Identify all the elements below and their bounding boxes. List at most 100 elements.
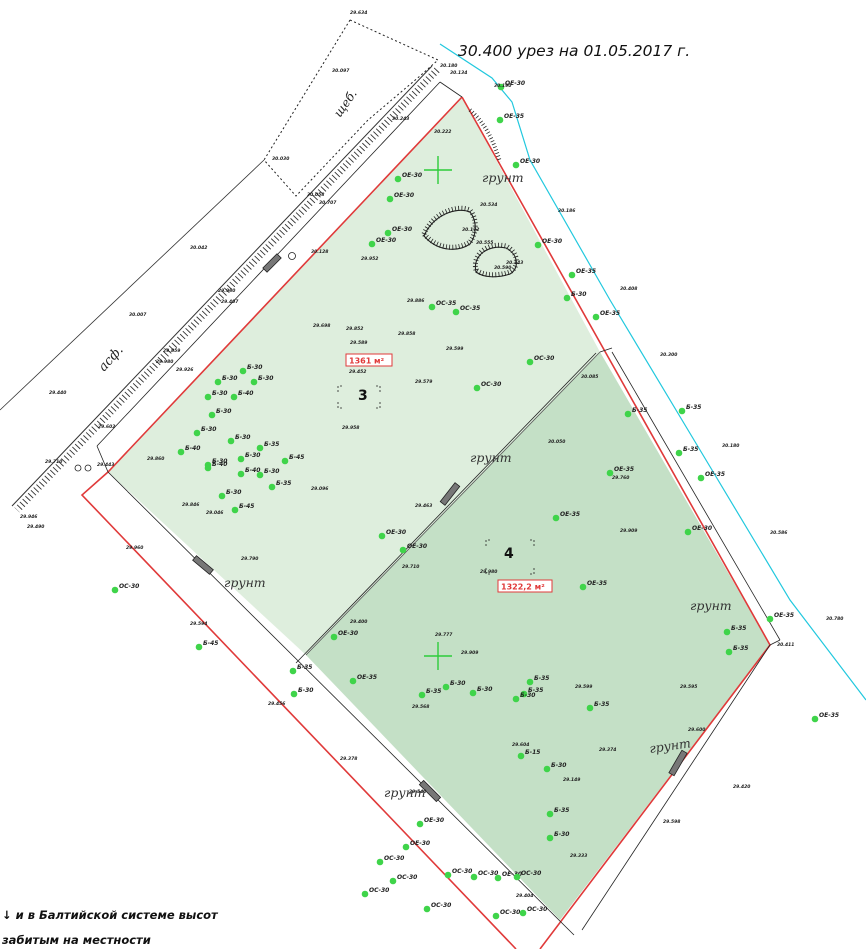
tree-point[interactable]: Б-30 <box>442 680 466 691</box>
tree-point[interactable]: Б-15 <box>517 749 541 760</box>
tree-point[interactable]: ОЕ-35 <box>496 113 524 124</box>
tree-point[interactable]: Б-35 <box>546 807 570 818</box>
tree-point[interactable]: ОС-30 <box>111 583 140 594</box>
tree-point[interactable]: ОЕ-30 <box>684 525 712 536</box>
tree-marker-icon <box>290 690 298 698</box>
tree-point[interactable]: ОЕ-30 <box>534 238 562 249</box>
tree-point[interactable]: ОЕ-35 <box>568 268 596 279</box>
tree-point[interactable]: ОЕ-35 <box>606 466 634 477</box>
tree-point[interactable]: ОЕ-30 <box>386 192 414 203</box>
tree-point[interactable]: Б-35 <box>678 404 702 415</box>
tree-label: Б-30 <box>520 692 535 699</box>
tree-point[interactable]: ОС-30 <box>513 870 542 881</box>
tree-point[interactable]: Б-40 <box>204 461 228 472</box>
tree-point[interactable]: Б-30 <box>204 390 228 401</box>
tree-point[interactable]: ОЕ-35 <box>349 674 377 685</box>
elevation-label: 30.411 <box>777 642 794 648</box>
tree-point[interactable]: ОЕ-30 <box>512 158 540 169</box>
tree-point[interactable]: Б-35 <box>256 441 280 452</box>
tree-point[interactable]: Б-35 <box>418 688 442 699</box>
tree-point[interactable]: Б-35 <box>624 407 648 418</box>
tree-point[interactable]: Б-30 <box>193 426 217 437</box>
tree-point[interactable]: ОС-30 <box>492 909 521 920</box>
tree-point[interactable]: Б-40 <box>177 445 201 456</box>
tree-point[interactable]: Б-30 <box>227 434 251 445</box>
tree-point[interactable]: Б-30 <box>239 364 263 375</box>
tree-point[interactable]: Б-35 <box>675 446 699 457</box>
tree-point[interactable]: ОС-30 <box>376 855 405 866</box>
tree-point[interactable]: Б-40 <box>230 390 254 401</box>
tree-point[interactable]: Б-45 <box>231 503 255 514</box>
tree-point[interactable]: Б-35 <box>723 625 747 636</box>
tree-point[interactable]: Б-30 <box>208 408 232 419</box>
tree-point[interactable]: Б-40 <box>237 467 261 478</box>
parcel-4-area[interactable] <box>306 352 770 920</box>
tree-point[interactable]: ОС-30 <box>470 870 499 881</box>
tree-marker-icon <box>512 695 520 703</box>
tree-point[interactable]: ОЕ-35 <box>579 580 607 591</box>
tree-marker-icon <box>227 437 235 445</box>
tree-point[interactable]: ОС-30 <box>473 381 502 392</box>
tree-point[interactable]: ОЕ-30 <box>399 543 427 554</box>
tree-point[interactable]: Б-30 <box>250 375 274 386</box>
tree-point[interactable]: ОЕ-30 <box>402 840 430 851</box>
tree-point[interactable]: ОЕ-30 <box>497 80 525 91</box>
tree-point[interactable]: ОЕ-35 <box>592 310 620 321</box>
tree-point[interactable]: ОС-30 <box>423 902 452 913</box>
tree-point[interactable]: ОЕ-30 <box>330 630 358 641</box>
tree-point[interactable]: ОЕ-30 <box>384 226 412 237</box>
tree-label: ОЕ-35 <box>504 113 524 120</box>
tree-point[interactable]: Б-35 <box>268 480 292 491</box>
tree-point[interactable]: ОС-35 <box>452 305 481 316</box>
tree-point[interactable]: Б-35 <box>586 701 610 712</box>
tree-point[interactable]: Б-30 <box>563 291 587 302</box>
elevation-label: 30.134 <box>450 70 467 76</box>
tree-point[interactable]: Б-35 <box>520 687 544 698</box>
tree-point[interactable]: ОС-30 <box>361 887 390 898</box>
tree-point[interactable]: ОЕ-30 <box>416 817 444 828</box>
tree-marker-icon <box>579 583 587 591</box>
tree-label: Б-40 <box>212 461 227 468</box>
tree-point[interactable]: ОЕ-30 <box>378 529 406 540</box>
tree-point[interactable]: ОЕ-30 <box>494 871 522 882</box>
tree-point[interactable]: Б-30 <box>546 831 570 842</box>
elevation-label: 29.374 <box>599 747 616 753</box>
tree-point[interactable]: Б-35 <box>725 645 749 656</box>
elevation-label: 30.707 <box>319 200 337 206</box>
tree-label: ОЕ-35 <box>357 674 377 681</box>
tree-point[interactable]: ОС-30 <box>526 355 555 366</box>
tree-marker-icon <box>214 378 222 386</box>
elevation-label: 29.604 <box>512 742 529 748</box>
tree-point[interactable]: ОЕ-30 <box>368 237 396 248</box>
tree-point[interactable]: ОС-35 <box>428 300 457 311</box>
tree-point[interactable]: ОС-30 <box>389 874 418 885</box>
tree-marker-icon <box>193 429 201 437</box>
tree-point[interactable]: ОЕ-35 <box>697 471 725 482</box>
tree-marker-icon <box>592 313 600 321</box>
tree-point[interactable]: ОЕ-30 <box>394 172 422 183</box>
tree-point[interactable]: Б-45 <box>281 454 305 465</box>
tree-marker-icon <box>111 586 119 594</box>
tree-point[interactable]: Б-30 <box>543 762 567 773</box>
tree-point[interactable]: ОС-30 <box>444 868 473 879</box>
tree-point[interactable]: Б-30 <box>512 692 536 703</box>
tree-label: Б-45 <box>239 503 254 510</box>
tree-point[interactable]: Б-30 <box>256 468 280 479</box>
tree-point[interactable]: Б-30 <box>214 375 238 386</box>
tree-point[interactable]: Б-30 <box>218 489 242 500</box>
tree-point[interactable]: Б-35 <box>289 664 313 675</box>
tree-point[interactable]: Б-35 <box>526 675 550 686</box>
parcel-4-area-box <box>497 579 553 593</box>
parcel-3-area[interactable] <box>108 97 600 655</box>
elevation-label: 29.960 <box>126 545 143 551</box>
tree-point[interactable]: Б-30 <box>237 452 261 463</box>
tree-point[interactable]: Б-45 <box>195 640 219 651</box>
tree-marker-icon <box>684 528 692 536</box>
tree-point[interactable]: ОЕ-35 <box>766 612 794 623</box>
tree-point[interactable]: ОЕ-35 <box>811 712 839 723</box>
tree-point[interactable]: ОС-30 <box>519 906 548 917</box>
tree-point[interactable]: Б-30 <box>469 686 493 697</box>
elevation-label: 29.540 <box>409 789 426 795</box>
tree-point[interactable]: Б-30 <box>290 687 314 698</box>
tree-point[interactable]: ОЕ-35 <box>552 511 580 522</box>
